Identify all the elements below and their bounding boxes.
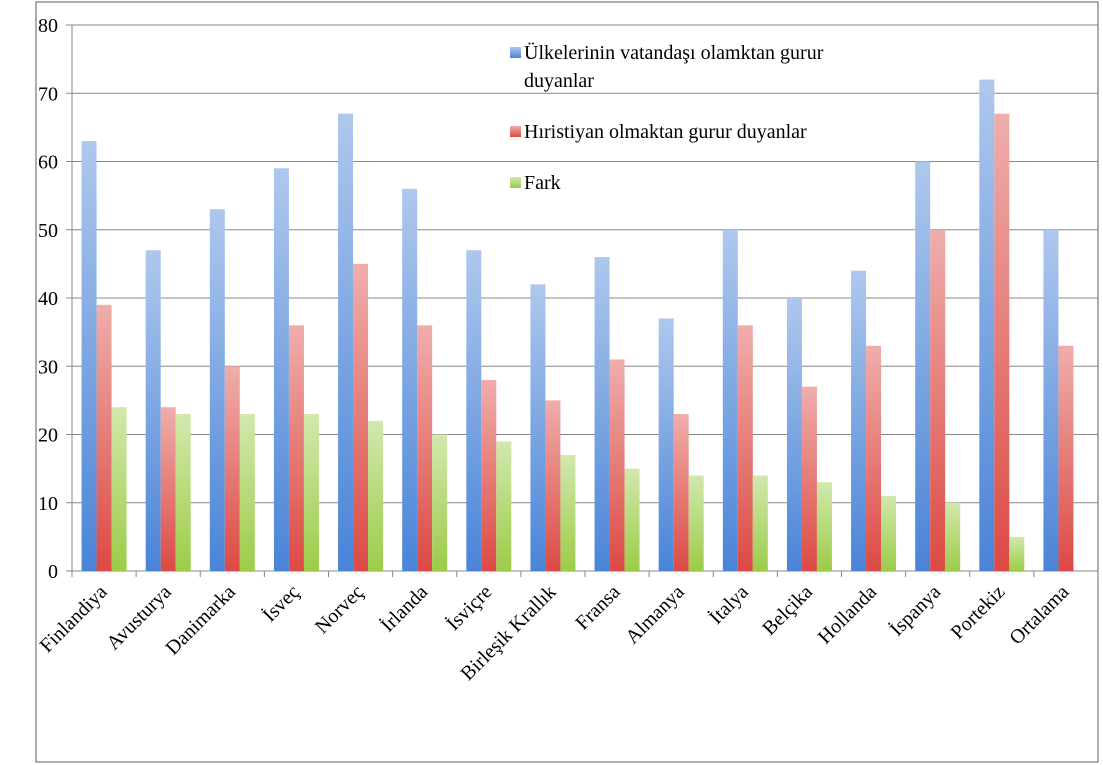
legend-swatch <box>510 177 521 188</box>
y-tick-label: 30 <box>38 356 58 378</box>
bar <box>402 188 418 572</box>
bar <box>688 475 704 571</box>
bar <box>881 495 897 571</box>
y-tick-label: 80 <box>38 15 58 37</box>
y-tick-label: 0 <box>48 561 58 583</box>
bar <box>722 229 738 571</box>
bar <box>273 168 289 571</box>
x-tick-label: Almanya <box>621 581 688 648</box>
legend-label: Hıristiyan olmaktan gurur duyanlar <box>524 121 807 143</box>
x-tick-label: Portekiz <box>947 581 1010 644</box>
x-tick-label: İsviçre <box>442 580 497 635</box>
bar <box>481 379 497 571</box>
x-tick-label: Hollanda <box>814 581 881 648</box>
bar <box>866 345 882 571</box>
x-tick-label: Finlandiya <box>36 581 112 657</box>
x-tick-label: Ortalama <box>1005 581 1073 649</box>
bar <box>1043 229 1059 571</box>
bar <box>594 257 610 571</box>
bar <box>786 298 802 571</box>
bar <box>915 161 931 571</box>
bar <box>368 420 384 571</box>
bar <box>303 414 319 571</box>
y-tick-label: 50 <box>38 220 58 242</box>
bar <box>930 229 946 571</box>
y-tick-label: 10 <box>38 493 58 515</box>
legend-swatch <box>510 47 521 58</box>
x-tick-label: Belçika <box>758 581 817 640</box>
bar <box>945 502 961 571</box>
bar <box>530 284 546 571</box>
legend-swatch <box>510 126 521 137</box>
bar <box>111 407 127 571</box>
bar <box>417 325 433 571</box>
bar <box>432 434 448 571</box>
bar <box>338 113 354 571</box>
bar <box>994 113 1010 571</box>
legend-label: Fark <box>524 172 561 194</box>
bar <box>81 141 97 571</box>
x-tick-label: Fransa <box>571 581 624 634</box>
bar <box>224 366 240 571</box>
bar <box>752 475 768 571</box>
bar <box>979 79 995 571</box>
legend-label: Ülkelerinin vatandaşı olamktan gurur duy… <box>524 41 828 92</box>
y-tick-label: 40 <box>38 288 58 310</box>
bar <box>209 209 225 571</box>
bar <box>288 325 304 571</box>
bar <box>560 454 576 571</box>
bar <box>609 359 625 571</box>
bar <box>1009 536 1025 571</box>
bar <box>96 304 112 571</box>
x-tick-label: İtalya <box>704 580 753 629</box>
bar <box>658 318 674 571</box>
bar <box>175 414 191 571</box>
bar <box>816 482 832 571</box>
bar <box>239 414 255 571</box>
bar <box>545 400 561 571</box>
y-tick-label: 70 <box>38 83 58 105</box>
x-tick-label: Danimarka <box>161 581 239 659</box>
bar <box>801 386 817 571</box>
bar <box>160 407 176 571</box>
x-tick-label: İsveç <box>258 580 304 626</box>
y-tick-label: 60 <box>38 152 58 174</box>
bar <box>353 263 369 571</box>
bar <box>496 441 512 571</box>
y-tick-label: 20 <box>38 425 58 447</box>
bar <box>851 270 867 571</box>
x-tick-label: Norveç <box>311 581 368 638</box>
x-tick-label: İrlanda <box>376 580 432 636</box>
bar <box>737 325 753 571</box>
bar <box>624 468 640 571</box>
x-tick-label: İspanya <box>885 580 945 640</box>
bar <box>145 250 161 571</box>
bar <box>1058 345 1074 571</box>
bar <box>673 414 689 571</box>
bar <box>466 250 482 571</box>
chart-frame <box>35 1 1099 763</box>
